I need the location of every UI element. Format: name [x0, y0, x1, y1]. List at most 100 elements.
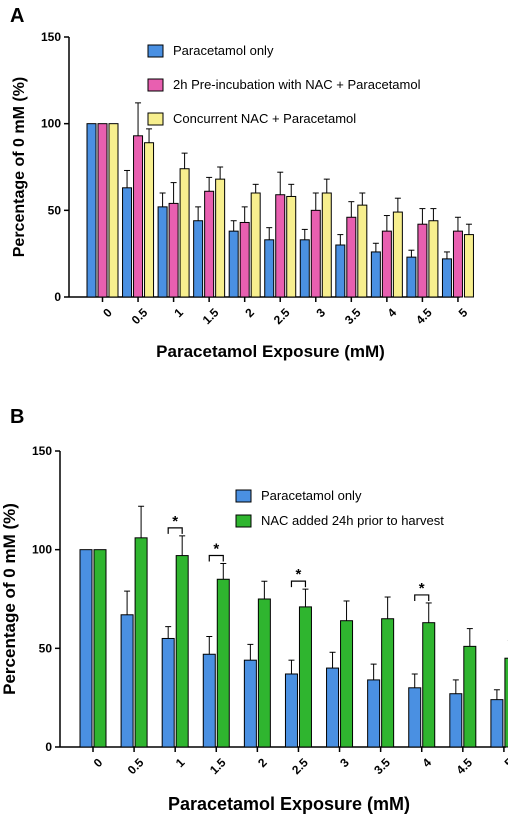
x-tick-label: 1.5 — [207, 755, 229, 777]
bar-2h-pre-incubation-with-nac-paracetamol-3_5 — [346, 216, 357, 298]
y-tick-label: 150 — [32, 444, 52, 458]
bar-2h-pre-incubation-with-nac-paracetamol-4_5 — [417, 223, 428, 298]
y-tick-label: 150 — [41, 30, 61, 44]
y-tick-label: 100 — [32, 543, 52, 557]
bar-concurrent-nac-paracetamol-0 — [108, 123, 119, 298]
x-tick-label: 4.5 — [413, 305, 435, 327]
panel-label: A — [10, 5, 24, 27]
x-tick-label: 0.5 — [129, 305, 151, 327]
bar-paracetamol-only-3_5 — [367, 679, 381, 748]
x-tick-label: 2 — [242, 305, 257, 320]
significance-star: * — [172, 513, 178, 530]
bar-2h-pre-incubation-with-nac-paracetamol-0 — [97, 123, 108, 298]
significance-bracket — [290, 580, 307, 588]
bar-2h-pre-incubation-with-nac-paracetamol-1 — [168, 202, 179, 298]
bar-paracetamol-only-3 — [299, 239, 310, 298]
x-tick-label: 2.5 — [271, 305, 293, 327]
bar-2h-pre-incubation-with-nac-paracetamol-0_5 — [133, 135, 144, 298]
legend-entry: Paracetamol only — [261, 488, 362, 503]
x-tick-label: 3 — [313, 305, 328, 320]
bar-nac-added-24h-prior-to-harvest-2_5 — [298, 606, 312, 748]
legend-entry: 2h Pre-incubation with NAC + Paracetamol — [173, 77, 421, 92]
bar-paracetamol-only-4 — [370, 251, 381, 298]
bar-paracetamol-only-0 — [79, 549, 93, 748]
legend-entry: Concurrent NAC + Paracetamol — [173, 111, 356, 126]
significance-bracket — [414, 594, 430, 601]
bar-paracetamol-only-2_5 — [264, 239, 275, 298]
significance-bracket — [167, 527, 183, 534]
bar-nac-added-24h-prior-to-harvest-4 — [422, 622, 436, 748]
bar-paracetamol-only-1 — [161, 637, 175, 748]
bar-paracetamol-only-3 — [326, 667, 340, 748]
x-tick-label: 0 — [91, 755, 106, 770]
bar-paracetamol-only-4_5 — [449, 693, 463, 748]
bar-nac-added-24h-prior-to-harvest-5 — [504, 657, 508, 748]
significance-star: * — [419, 580, 425, 597]
y-tick-label: 0 — [45, 740, 52, 754]
bar-concurrent-nac-paracetamol-2_5 — [286, 195, 297, 298]
legend-swatch — [235, 514, 252, 528]
x-tick-label: 3.5 — [342, 305, 364, 327]
bar-paracetamol-only-0_5 — [122, 187, 133, 298]
x-tick-label: 4.5 — [453, 755, 475, 777]
panel-a: A 0 50 100 150 0 0.5 1 1.5 2 2.5 3 3.5 4 4.5 5 Paracetam… — [10, 5, 474, 361]
bar-concurrent-nac-paracetamol-3 — [321, 192, 332, 298]
x-tick-label: 3.5 — [371, 755, 393, 777]
bar-paracetamol-only-1_5 — [193, 220, 204, 298]
bar-paracetamol-only-1_5 — [202, 653, 216, 748]
x-tick-label: 2 — [255, 755, 270, 770]
bar-concurrent-nac-paracetamol-4_5 — [428, 220, 439, 298]
y-axis-title: Percentage of 0 mM (%) — [11, 77, 28, 257]
y-tick-label: 0 — [54, 290, 61, 304]
y-tick-label: 50 — [39, 641, 53, 655]
legend-swatch — [235, 489, 252, 503]
panel-b: B 0 50 100 150 0 0.5 1 1.5 2 2.5 3 3.5 4 4.5 5 * * * * Parac… — [0, 406, 508, 814]
x-tick-label: 4 — [385, 305, 400, 320]
legend-swatch — [147, 44, 164, 58]
x-tick-label: 0 — [100, 305, 115, 320]
bar-concurrent-nac-paracetamol-4 — [392, 211, 403, 298]
legend-entry: Paracetamol only — [173, 43, 274, 58]
x-tick-label: 3 — [337, 755, 352, 770]
bar-paracetamol-only-0 — [86, 123, 97, 298]
bar-concurrent-nac-paracetamol-5 — [463, 234, 474, 298]
legend-swatch — [147, 112, 164, 126]
x-tick-label: 4 — [419, 755, 434, 770]
x-tick-label: 1 — [171, 305, 186, 320]
bar-nac-added-24h-prior-to-harvest-0_5 — [134, 537, 148, 748]
bar-2h-pre-incubation-with-nac-paracetamol-2_5 — [275, 194, 286, 298]
bar-paracetamol-only-2_5 — [284, 673, 298, 748]
bar-paracetamol-only-3_5 — [335, 244, 346, 298]
bar-concurrent-nac-paracetamol-1 — [179, 168, 190, 298]
bar-paracetamol-only-1 — [157, 206, 168, 298]
bar-paracetamol-only-2 — [243, 659, 257, 748]
bar-nac-added-24h-prior-to-harvest-1 — [175, 555, 189, 748]
bar-nac-added-24h-prior-to-harvest-1_5 — [216, 578, 230, 748]
bar-concurrent-nac-paracetamol-3_5 — [357, 204, 368, 298]
x-axis-title: Paracetamol Exposure (mM) — [156, 342, 385, 361]
bar-paracetamol-only-5 — [490, 699, 504, 748]
x-tick-label: 2.5 — [289, 755, 311, 777]
x-tick-label: 5 — [456, 305, 471, 320]
x-tick-label: 5 — [502, 755, 508, 770]
bar-nac-added-24h-prior-to-harvest-2 — [257, 598, 271, 748]
bar-concurrent-nac-paracetamol-2 — [250, 192, 261, 298]
bar-paracetamol-only-2 — [228, 230, 239, 298]
panel-label: B — [10, 406, 24, 428]
bar-paracetamol-only-4 — [408, 687, 422, 748]
y-tick-label: 100 — [41, 117, 61, 131]
bar-concurrent-nac-paracetamol-1_5 — [215, 178, 226, 298]
bar-paracetamol-only-0_5 — [120, 614, 134, 748]
bar-2h-pre-incubation-with-nac-paracetamol-3 — [310, 209, 321, 298]
bar-2h-pre-incubation-with-nac-paracetamol-1_5 — [204, 190, 215, 298]
bar-2h-pre-incubation-with-nac-paracetamol-2 — [239, 221, 250, 298]
legend-entry: NAC added 24h prior to harvest — [261, 513, 444, 528]
bar-concurrent-nac-paracetamol-0_5 — [144, 142, 155, 298]
x-tick-label: 0.5 — [125, 755, 147, 777]
significance-star: * — [296, 566, 302, 583]
bar-paracetamol-only-5 — [441, 258, 452, 298]
x-axis-title: Paracetamol Exposure (mM) — [168, 794, 410, 814]
x-tick-label: 1.5 — [200, 305, 222, 327]
bar-2h-pre-incubation-with-nac-paracetamol-5 — [452, 230, 463, 298]
